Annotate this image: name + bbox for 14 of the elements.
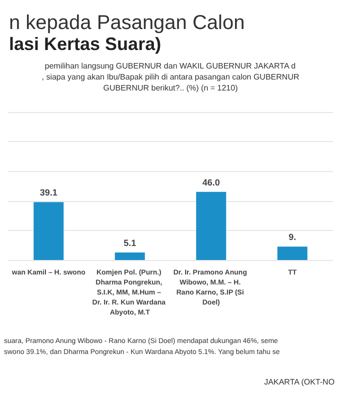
bar [114, 252, 145, 260]
data-label: 46.0 [202, 177, 220, 188]
bar [277, 246, 308, 260]
chart-subtitle: lasi Kertas Suara) [9, 34, 162, 54]
chart-title: n kepada Pasangan Calon [9, 12, 245, 34]
data-label: 9. [288, 232, 296, 242]
bar [34, 202, 64, 260]
text: pemilihan langsung GUBERNUR dan WAKIL GUBERNUR JAKARTA d [44, 62, 296, 70]
data-label: 39.1 [40, 188, 58, 198]
text: GUBERNUR berikut?.. (%) (n = 1210) [103, 84, 238, 92]
bar [196, 192, 226, 260]
text: , siapa yang akan Ibu/Bapak pilih di antara pasangan calon GUBERNUR [42, 72, 300, 82]
data-label: 5.1 [124, 238, 136, 248]
text: JAKARTA (OKT-NO [264, 378, 335, 386]
